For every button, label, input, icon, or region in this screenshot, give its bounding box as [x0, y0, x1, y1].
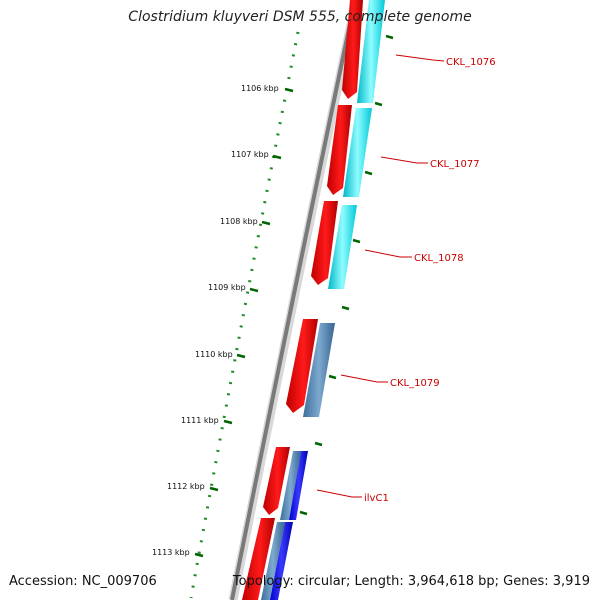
accession-text: Accession: NC_009706: [9, 574, 157, 589]
feature-bar: [280, 451, 301, 520]
genome-summary-text: Topology: circular; Length: 3,964,618 bp…: [232, 574, 590, 589]
tick-label: 1111 kbp: [181, 416, 219, 425]
tick-mark: [236, 353, 246, 359]
tick-mark: [261, 220, 271, 226]
tick-label: 1109 kbp: [208, 283, 246, 292]
tick-label: 1108 kbp: [220, 217, 258, 226]
outer-track-marks: [299, 34, 394, 516]
tick-label: 1110 kbp: [195, 350, 233, 359]
feature-bar: [343, 108, 372, 197]
label-leaders: [316, 54, 445, 498]
cds-arrow: [342, 0, 363, 99]
tick-label: 1107 kbp: [231, 150, 269, 159]
tick-mark: [194, 552, 204, 558]
tick-mark: [209, 486, 219, 492]
feature-bar: [328, 205, 357, 289]
cds-arrow: [242, 518, 275, 600]
gene-label[interactable]: CKL_1078: [414, 253, 464, 264]
tick-label: 1106 kbp: [241, 84, 279, 93]
genome-title: Clostridium kluyveri DSM 555, complete g…: [128, 9, 472, 25]
gene-label[interactable]: CKL_1079: [390, 378, 440, 389]
tick-label: 1113 kbp: [152, 548, 190, 557]
feature-bar: [270, 522, 293, 600]
gene-ckl-1077[interactable]: [327, 105, 372, 197]
feature-bar: [357, 0, 385, 103]
cds-arrow: [311, 201, 338, 285]
tick-mark: [284, 87, 294, 93]
cds-arrow: [286, 319, 318, 413]
tick-mark: [223, 419, 233, 425]
gene-ckl-1079[interactable]: [286, 319, 335, 417]
tick-mark: [249, 287, 259, 293]
gene-label[interactable]: CKL_1076: [446, 57, 496, 68]
tick-label: 1112 kbp: [167, 482, 205, 491]
scale-ticks: 1106 kbp 1107 kbp 1108 kbp 1109 kbp 1110…: [152, 84, 294, 558]
cds-arrow: [327, 105, 352, 195]
gene-label[interactable]: ilvC1: [364, 493, 389, 504]
gene-ckl-1078[interactable]: [311, 201, 357, 289]
feature-bar: [303, 323, 335, 417]
tick-mark: [272, 154, 282, 160]
gene-label[interactable]: CKL_1077: [430, 159, 480, 170]
feature-bar: [261, 522, 285, 600]
gene-labels: CKL_1076 CKL_1077 CKL_1078 CKL_1079 ilvC…: [364, 57, 496, 504]
feature-bar: [289, 451, 308, 520]
gene-ckl-1076[interactable]: [342, 0, 385, 103]
gene-ilvc1[interactable]: [242, 447, 308, 600]
genome-backbone-line: [230, 0, 357, 601]
cds-arrow: [263, 447, 290, 515]
